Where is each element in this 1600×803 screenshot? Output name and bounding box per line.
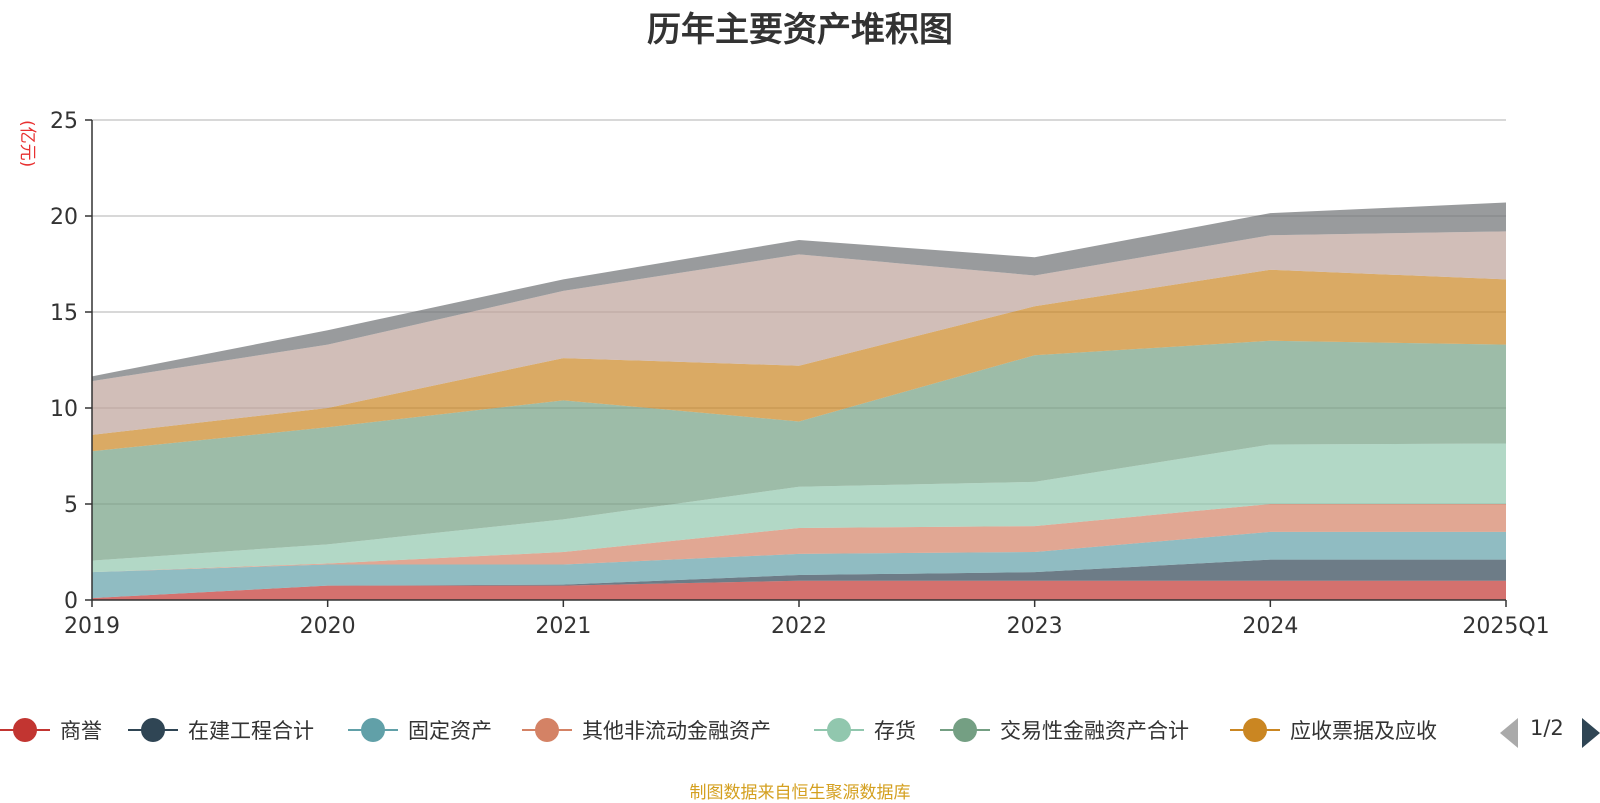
area-series-7 [92,231,1506,435]
legend-marker-icon [940,717,990,743]
x-tick-label: 2020 [300,614,356,639]
legend-next-page-icon[interactable] [1582,718,1600,748]
area-series-3 [92,504,1506,573]
legend-label: 在建工程合计 [188,719,314,743]
legend-marker-icon [348,717,398,743]
y-tick-label: 25 [50,109,78,134]
stacked-area-chart: 0 5 10 15 20 25 2019 2020 2021 2022 2023 2024 2025Q1 [50,109,1550,639]
x-tick-label: 2024 [1242,614,1298,639]
legend-label: 商誉 [60,719,102,743]
legend-marker-icon [128,717,178,743]
y-tick-label: 10 [50,397,78,422]
legend-marker-icon [0,717,50,743]
y-tick-label: 5 [64,493,78,518]
legend-label: 交易性金融资产合计 [1000,719,1189,743]
legend-marker-icon [522,717,572,743]
legend-label: 固定资产 [408,719,492,743]
chart-title: 历年主要资产堆积图 [647,10,953,50]
data-source-note: 制图数据来自恒生聚源数据库 [689,783,911,803]
area-series-2 [92,531,1506,599]
y-tick-label: 15 [50,301,78,326]
area-series-4 [92,443,1506,573]
x-tick-label: 2023 [1007,614,1063,639]
legend-prev-page-icon[interactable] [1500,718,1518,748]
x-tick-label: 2025Q1 [1462,614,1549,639]
legend-label: 其他非流动金融资产 [582,719,771,743]
x-tick-label: 2022 [771,614,827,639]
legend-item-3[interactable]: 其他非流动金融资产 [522,710,771,750]
legend-marker-icon [1230,717,1280,743]
legend-item-0[interactable]: 商誉 [0,710,102,750]
y-tick-label: 0 [64,589,78,614]
legend-label: 应收票据及应收 [1290,719,1437,743]
area-series-8 [92,202,1506,382]
area-series-5 [92,340,1506,561]
legend-item-5[interactable]: 交易性金融资产合计 [940,710,1189,750]
x-tick-label: 2021 [535,614,591,639]
area-series-1 [92,559,1506,599]
area-series-6 [92,269,1506,452]
legend-page-indicator: 1/2 [1530,716,1564,740]
legend-label: 存货 [874,719,916,743]
legend-item-1[interactable]: 在建工程合计 [128,710,314,750]
legend-item-6[interactable]: 应收票据及应收 [1230,710,1437,750]
x-tick-label: 2019 [64,614,120,639]
legend-marker-icon [814,717,864,743]
y-tick-label: 20 [50,205,78,230]
legend-item-4[interactable]: 存货 [814,710,916,750]
legend: 商誉 在建工程合计 固定资产 其他非流动金融资产 [0,710,1600,750]
legend-item-2[interactable]: 固定资产 [348,710,492,750]
